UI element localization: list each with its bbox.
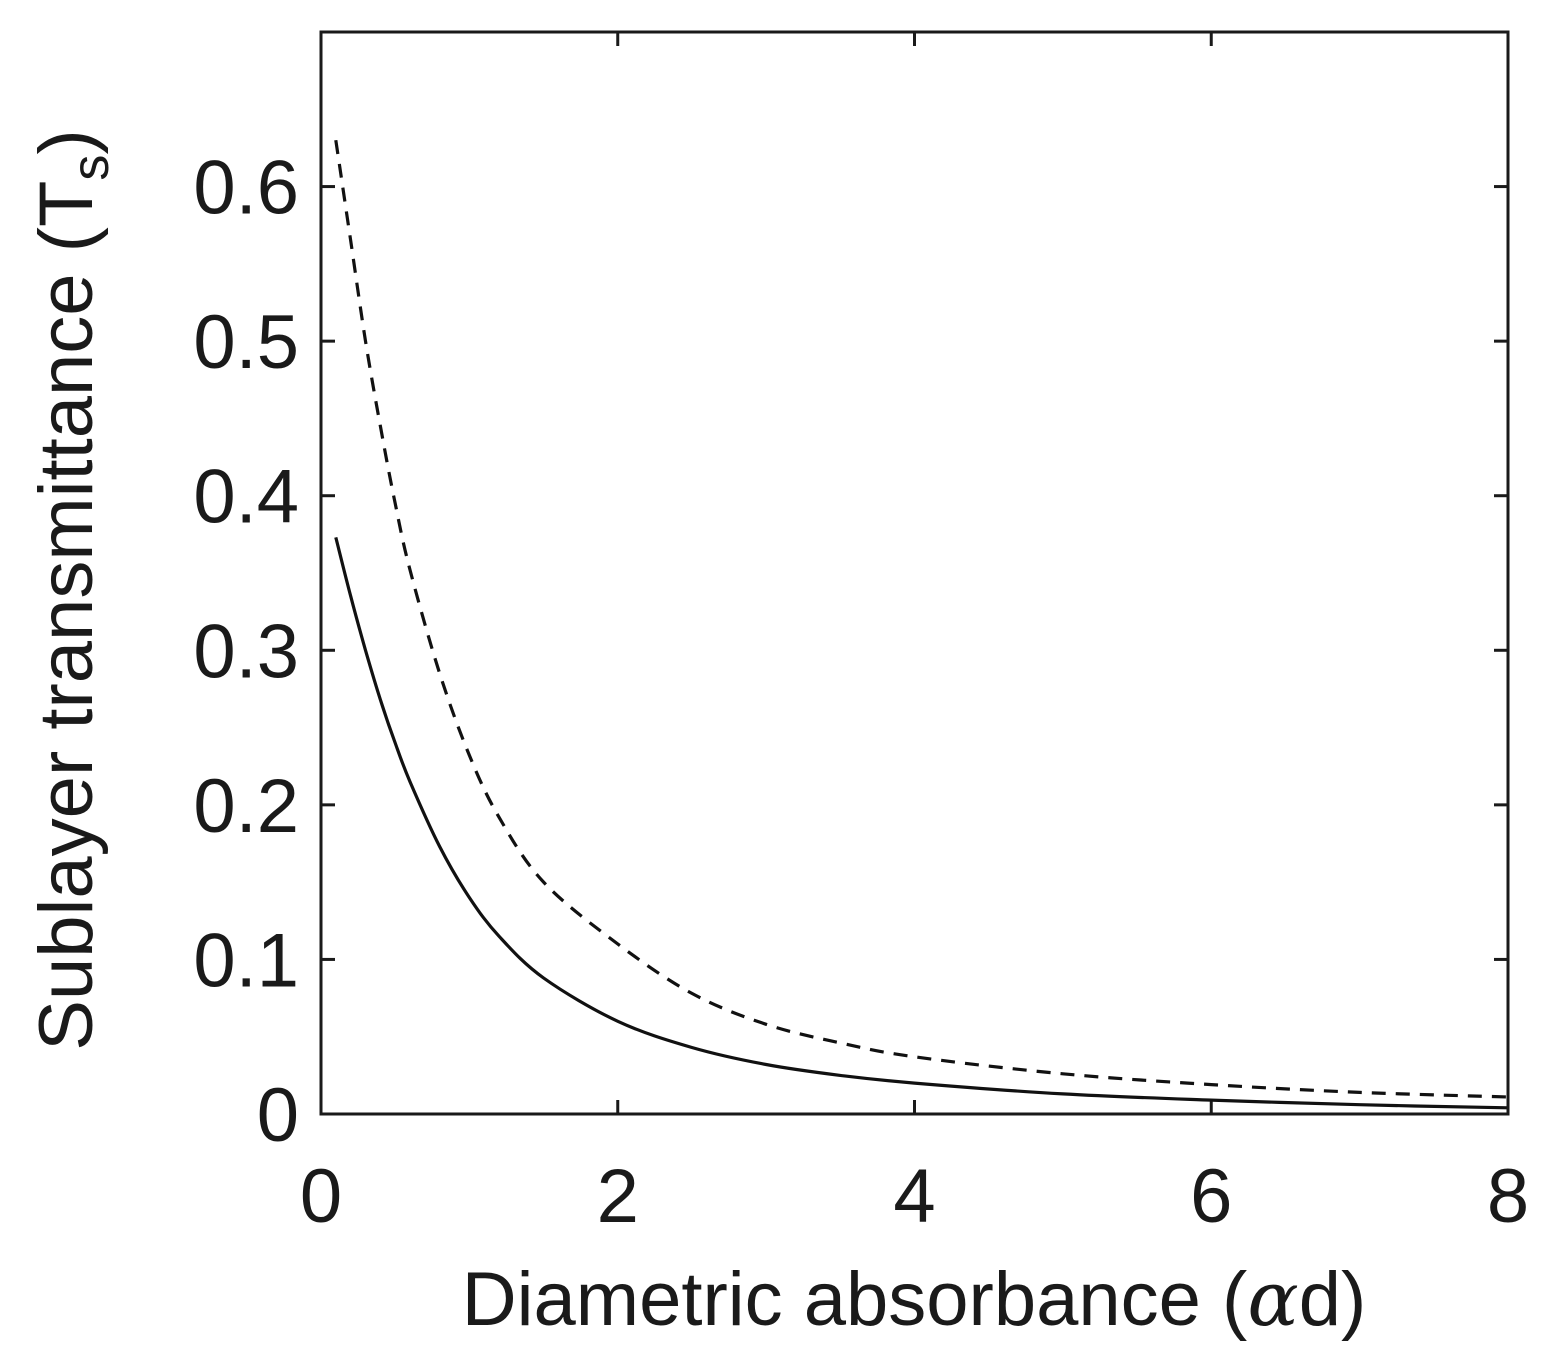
x-tick-label: 8	[1487, 1154, 1529, 1239]
x-axis-title-symbol: α	[1247, 1254, 1298, 1343]
y-tick-label: 0.1	[193, 918, 299, 1003]
x-axis-title-text: Diametric absorbance (	[462, 1257, 1248, 1342]
y-axis-title-tail: )	[24, 129, 109, 154]
series-line-dashed	[334, 139, 1509, 1099]
y-tick-label: 0.5	[193, 300, 299, 385]
series-line-solid	[334, 537, 1509, 1110]
y-tick-label: 0.4	[193, 455, 299, 540]
x-tick-label: 4	[893, 1154, 935, 1239]
y-tick-label: 0.2	[193, 764, 299, 849]
y-tick-label: 0.3	[193, 609, 299, 694]
x-axis-title: Diametric absorbance (αd)	[462, 1254, 1367, 1343]
x-axis-ticks	[319, 32, 1510, 1114]
x-tick-label: 0	[300, 1154, 342, 1239]
x-tick-label: 2	[597, 1154, 639, 1239]
x-axis-title-tail: d)	[1299, 1257, 1367, 1342]
y-axis-ticks	[321, 185, 1508, 1116]
y-axis-title-text: Sublayer transmittance (T	[24, 181, 109, 1051]
series-layer	[334, 139, 1509, 1110]
y-tick-label: 0	[257, 1073, 299, 1158]
x-axis-tick-labels: 0 2 4 6 8	[300, 1154, 1529, 1239]
y-axis-tick-labels: 0 0.1 0.2 0.3 0.4 0.5 0.6	[193, 146, 299, 1158]
y-tick-label: 0.6	[193, 146, 299, 231]
y-axis-title-subscript: s	[62, 155, 120, 181]
y-axis-title: Sublayer transmittance (Ts)	[24, 129, 120, 1050]
plot-frame	[319, 30, 1510, 1116]
x-tick-label: 6	[1190, 1154, 1232, 1239]
